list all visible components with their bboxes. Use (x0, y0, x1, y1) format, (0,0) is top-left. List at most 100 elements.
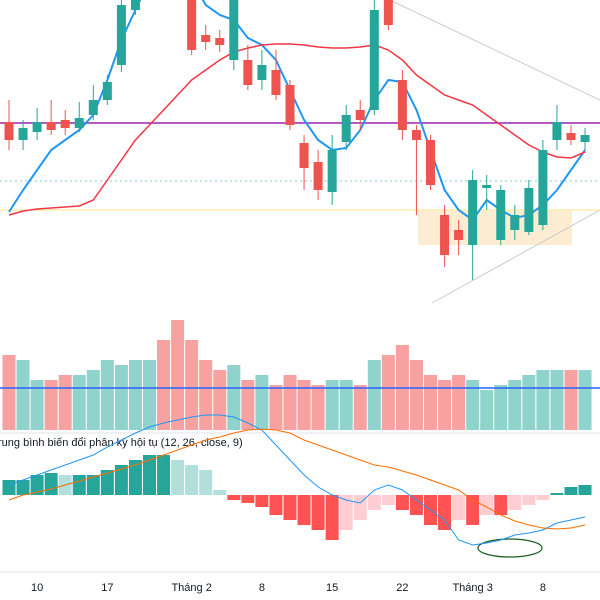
volume-bar (438, 380, 452, 430)
candle-body (60, 120, 70, 128)
x-tick-label: 8 (540, 582, 546, 594)
candle-body (4, 122, 14, 140)
macd-bar (227, 495, 241, 500)
candle-body (313, 162, 323, 190)
volume-bar (30, 380, 44, 430)
candle-body (411, 130, 421, 140)
macd-bar (283, 495, 297, 520)
candle-body (510, 215, 520, 230)
volume-bar (339, 380, 353, 430)
candle-body (32, 122, 42, 132)
macd-bar (353, 495, 367, 520)
macd-bar (128, 460, 142, 495)
candle-body (355, 110, 365, 120)
volume-bar (283, 375, 297, 430)
volume-bar (522, 375, 536, 430)
volume-bar (269, 385, 283, 430)
candle-body (369, 10, 379, 110)
candle-body (524, 188, 534, 232)
macd-bar (86, 475, 100, 495)
volume-bar (44, 380, 58, 430)
macd-bar (199, 470, 213, 495)
macd-bar (564, 487, 578, 495)
trend-line (389, 0, 600, 101)
volume-bar (171, 320, 185, 430)
macd-bar (44, 473, 58, 495)
candle-body (116, 5, 126, 65)
candle-body (426, 140, 435, 185)
volume-bar (227, 365, 241, 430)
macd-bar (171, 460, 185, 495)
volume-bar (213, 370, 227, 430)
volume-bar (86, 370, 100, 430)
macd-bar (381, 495, 395, 505)
candle-body (538, 150, 548, 225)
volume-bar (536, 370, 550, 430)
signal-line (8, 428, 586, 530)
volume-bar (480, 390, 494, 430)
candle-body (243, 60, 253, 85)
volume-bar (72, 375, 86, 430)
candle-body (383, 0, 393, 25)
candle-body (454, 230, 464, 240)
x-tick-label: Tháng 3 (452, 582, 492, 594)
candle-body (201, 35, 211, 42)
candle-body (327, 150, 337, 192)
macd-bar (522, 495, 536, 505)
macd-bar (494, 495, 508, 515)
macd-bar (297, 495, 311, 525)
candle-body (496, 190, 506, 240)
macd-bar (508, 495, 522, 510)
candle-body (88, 100, 98, 115)
volume-bar (311, 385, 325, 430)
volume-bar (466, 380, 480, 430)
macd-bar (339, 495, 353, 530)
x-tick-label: 15 (326, 582, 338, 594)
macd-bar (325, 495, 339, 540)
macd-line (8, 414, 586, 546)
macd-bar (269, 495, 283, 515)
macd-bar (452, 495, 466, 520)
macd-bar (30, 475, 44, 495)
macd-bar (255, 495, 269, 507)
candle-body (271, 70, 281, 95)
volume-bar (452, 375, 466, 430)
volume-bar (100, 360, 114, 430)
candle-body (468, 180, 478, 245)
candle-body (74, 118, 84, 128)
candle-body (285, 85, 295, 125)
x-tick-label: 10 (31, 582, 43, 594)
macd-bar (536, 495, 550, 500)
macd-bar (480, 495, 494, 515)
volume-bar (508, 380, 522, 430)
volume-bar (143, 360, 156, 430)
macd-bar (409, 495, 423, 515)
x-tick-label: Tháng 2 (171, 582, 211, 594)
volume-bar (2, 355, 16, 430)
x-tick-label: 22 (396, 582, 408, 594)
trend-line (431, 209, 600, 304)
volume-bar (16, 360, 30, 430)
macd-bar (241, 495, 255, 503)
candle-body (187, 0, 197, 50)
volume-bar (409, 360, 423, 430)
macd-bar (185, 465, 199, 495)
macd-bar (311, 495, 325, 530)
volume-bar (494, 385, 508, 430)
macd-bar (438, 495, 452, 530)
candle-body (46, 122, 56, 130)
macd-bar (213, 490, 227, 495)
candle-body (102, 82, 112, 100)
volume-bar (128, 360, 142, 430)
macd-bar (100, 470, 114, 495)
volume-bar (578, 370, 592, 430)
macd-bar (143, 455, 156, 495)
candle-body (552, 122, 562, 140)
volume-bar (199, 360, 213, 430)
volume-bar (564, 370, 578, 430)
macd-bar (550, 493, 564, 495)
candle-body (580, 135, 590, 142)
indicator-title: rung bình biến đổi phân kỳ hội tụ (12, 2… (0, 437, 243, 449)
candle-body (397, 80, 407, 130)
macd-bar (367, 495, 381, 510)
